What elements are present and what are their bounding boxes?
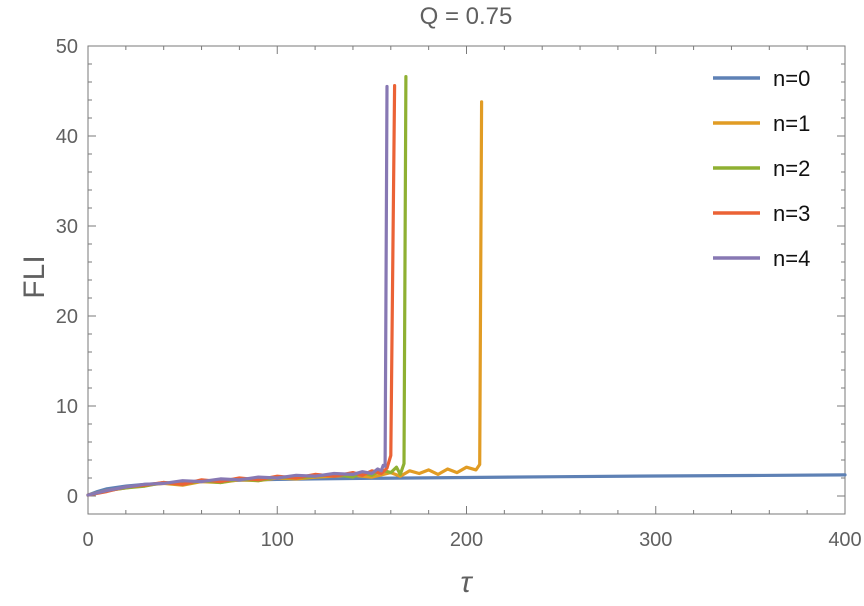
chart-title: Q = 0.75: [420, 3, 513, 30]
series-line-n0: [86, 473, 847, 497]
series-lines: [86, 74, 847, 497]
legend-label: n=4: [773, 246, 810, 271]
y-tick-label: 30: [56, 216, 78, 238]
y-tick-label: 0: [67, 486, 78, 508]
y-tick-label: 20: [56, 306, 78, 328]
legend-label: n=1: [773, 111, 810, 136]
legend-item-n2: n=2: [713, 156, 810, 181]
legend-label: n=3: [773, 201, 810, 226]
legend-item-n4: n=4: [713, 246, 810, 271]
series-line-n4: [86, 84, 389, 497]
x-tick-label: 200: [450, 529, 483, 551]
series-line-n1: [86, 100, 484, 497]
plot-area: 0 100 200 300 400 0 10 20 30 40 50: [56, 36, 862, 551]
plot-frame: [87, 45, 846, 515]
x-axis-label: τ: [460, 566, 473, 599]
y-axis-label: FLI: [18, 255, 51, 298]
legend: n=0 n=1 n=2 n=3 n=4: [713, 66, 810, 271]
y-tick-label: 10: [56, 396, 78, 418]
x-tick-label: 100: [261, 529, 294, 551]
y-tick-label: 50: [56, 36, 78, 58]
x-tick-label: 0: [82, 529, 93, 551]
legend-label: n=2: [773, 156, 810, 181]
legend-label: n=0: [773, 66, 810, 91]
y-tick-label: 40: [56, 126, 78, 148]
x-tick-label: 300: [639, 529, 672, 551]
legend-item-n0: n=0: [713, 66, 810, 91]
x-tick-label: 400: [828, 529, 861, 551]
legend-item-n1: n=1: [713, 111, 810, 136]
series-line-n3: [86, 83, 397, 497]
legend-item-n3: n=3: [713, 201, 810, 226]
series-line-n2: [86, 74, 408, 497]
